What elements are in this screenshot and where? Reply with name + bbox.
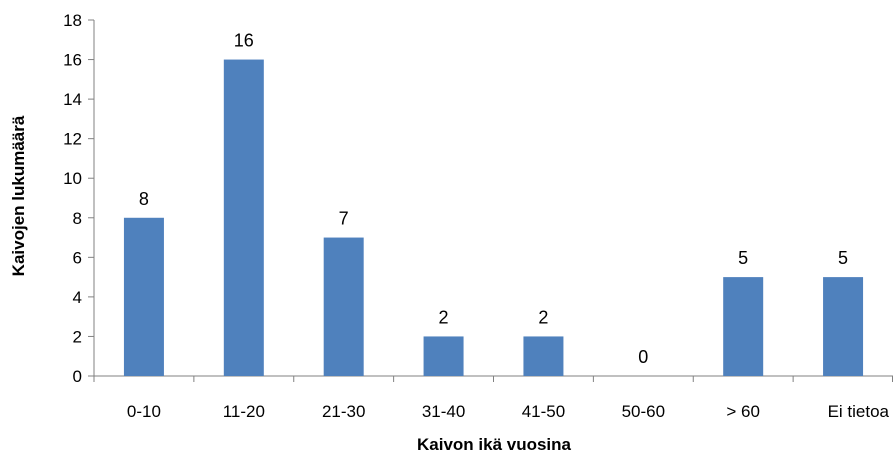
data-label: 16 bbox=[234, 31, 254, 51]
y-tick-label: 8 bbox=[73, 209, 82, 228]
x-tick-label: 21-30 bbox=[322, 402, 365, 421]
x-tick-label: 0-10 bbox=[127, 402, 161, 421]
data-label: 5 bbox=[838, 248, 848, 268]
data-label: 8 bbox=[139, 189, 149, 209]
data-label: 2 bbox=[439, 307, 449, 327]
x-tick-label: 50-60 bbox=[622, 402, 665, 421]
x-axis: 0-10 11-20 21-30 31-40 41-50 50-60 > 60 Ei tiet… bbox=[93, 375, 893, 421]
y-tick-label: 16 bbox=[63, 51, 82, 70]
x-tick-label: > 60 bbox=[726, 402, 760, 421]
y-tick-label: 2 bbox=[73, 327, 82, 346]
y-tick-label: 18 bbox=[63, 11, 82, 30]
bar bbox=[423, 336, 464, 376]
x-tick-label: 11-20 bbox=[223, 402, 265, 421]
bar bbox=[323, 237, 364, 376]
y-tick-label: 4 bbox=[73, 288, 82, 307]
bars bbox=[123, 59, 864, 377]
data-label: 7 bbox=[339, 209, 349, 229]
data-label: 5 bbox=[738, 248, 748, 268]
y-tick-label: 10 bbox=[63, 169, 82, 188]
y-tick-label: 12 bbox=[63, 130, 82, 149]
data-label: 0 bbox=[638, 347, 648, 367]
x-tick-label: 41-50 bbox=[522, 402, 565, 421]
y-tick-label: 6 bbox=[73, 248, 82, 267]
bar bbox=[723, 277, 764, 376]
y-tick-label: 0 bbox=[73, 367, 82, 386]
y-axis-title: Kaivojen lukumäärä bbox=[9, 115, 28, 276]
y-axis: 0 2 4 6 8 10 12 14 16 18 bbox=[63, 11, 95, 386]
bar bbox=[523, 336, 564, 376]
x-tick-label: Ei tietoa bbox=[828, 402, 890, 421]
x-axis-title: Kaivon ikä vuosina bbox=[417, 435, 572, 454]
x-tick-label: 31-40 bbox=[422, 402, 465, 421]
bar bbox=[123, 217, 164, 376]
bar bbox=[223, 59, 264, 377]
data-labels: 8 16 7 2 2 0 5 5 bbox=[139, 31, 848, 367]
data-label: 2 bbox=[538, 307, 548, 327]
y-tick-label: 14 bbox=[63, 90, 82, 109]
bar bbox=[823, 277, 864, 376]
